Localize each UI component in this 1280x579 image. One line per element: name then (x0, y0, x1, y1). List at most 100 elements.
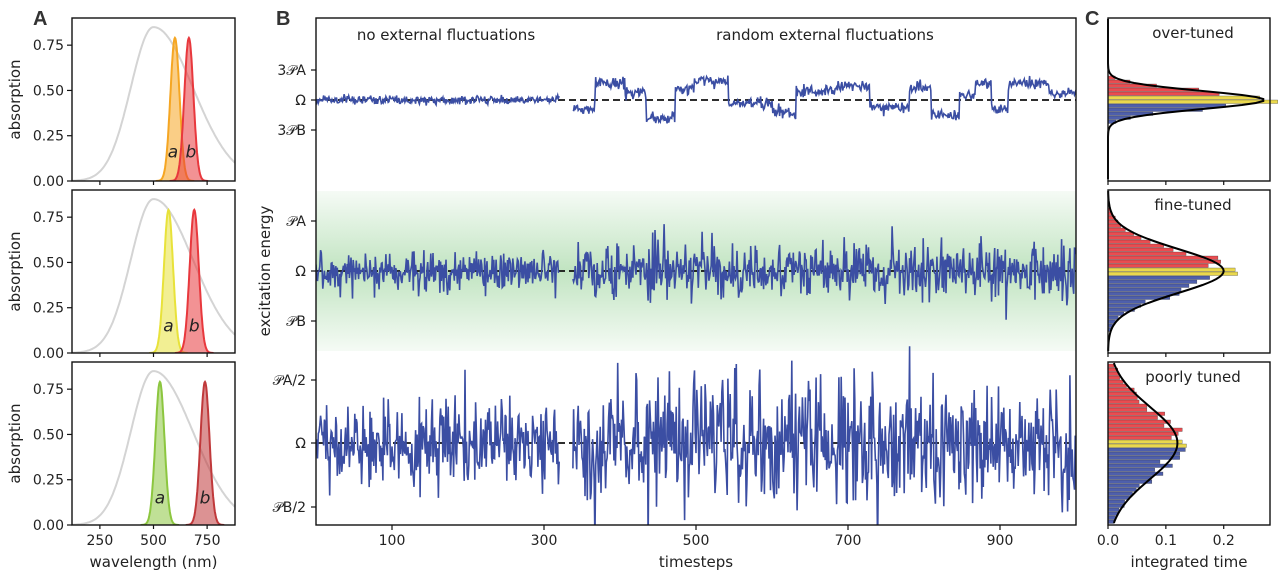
histogram-bar (1107, 103, 1226, 108)
histogram-bar (1107, 395, 1138, 400)
y-tick-label: 0.25 (33, 129, 64, 145)
panel-letter-c: C (1085, 8, 1099, 30)
y-tick-label: 0.75 (33, 382, 64, 398)
histogram-bar (1107, 271, 1238, 276)
histogram-bar (1107, 247, 1174, 252)
absorption-peak-b (174, 209, 214, 353)
x-tick-label: 0.0 (1097, 533, 1119, 549)
y-tick-label: 𝒫B/2 (273, 500, 306, 516)
histogram-bar (1107, 415, 1158, 420)
histogram-bar (1107, 451, 1180, 456)
histogram-bar (1107, 231, 1134, 236)
axes-frame-c-1 (1107, 189, 1271, 354)
absorption-peak-a (149, 209, 188, 353)
histogram-bar (1107, 283, 1190, 288)
y-axis-label: absorption (6, 59, 24, 139)
histogram-bar (1107, 499, 1125, 504)
y-tick-label: 0.75 (33, 38, 64, 54)
peak-label-b: b (189, 316, 200, 336)
peak-label-a: a (168, 142, 178, 162)
absorption-peak-outline-b (169, 35, 209, 181)
histogram-bar (1107, 459, 1161, 464)
histogram-bar (1107, 443, 1187, 448)
histogram-bar (1107, 491, 1133, 496)
x-axis-label: integrated time (1131, 553, 1248, 571)
panel-letter-b: B (276, 8, 290, 30)
histogram-bar (1107, 447, 1186, 452)
histogram-bar (1107, 227, 1126, 232)
y-tick-label: Ω (295, 93, 306, 109)
histogram-bar (1107, 455, 1180, 460)
histogram-bar (1107, 243, 1164, 248)
histogram-bar (1107, 303, 1141, 308)
histogram-bar (1107, 259, 1221, 264)
y-tick-label: 0.25 (33, 301, 64, 317)
x-tick-label: 750 (194, 533, 221, 549)
y-tick-label: 0.50 (33, 255, 64, 271)
absorption-peak-a (155, 37, 195, 181)
x-tick-label: 500 (683, 533, 710, 549)
histogram-bar (1107, 439, 1183, 444)
histogram-bar (1107, 267, 1236, 272)
y-tick-label: 0.25 (33, 473, 64, 489)
fitted-distribution-curve (1112, 362, 1179, 524)
histogram-bar (1107, 95, 1260, 100)
histogram-bar (1107, 423, 1165, 428)
axes-frame-c-2 (1107, 361, 1271, 526)
y-tick-label: 𝒫B (286, 314, 306, 330)
excitation-trace (572, 74, 1076, 125)
fitted-distribution-curve (1107, 191, 1225, 351)
histogram-bar (1107, 363, 1115, 368)
histogram-bar (1107, 275, 1210, 280)
y-tick-label: 𝒫A/2 (273, 373, 306, 389)
y-tick-label: 3𝒫A (277, 63, 306, 79)
y-tick-label: Ω (295, 264, 306, 280)
axes-frame-c-0 (1107, 17, 1271, 182)
histogram-bar (1107, 495, 1130, 500)
histogram-bar (1107, 287, 1182, 292)
histogram-bar (1107, 379, 1124, 384)
x-tick-label: 250 (87, 533, 114, 549)
histogram-bar (1107, 315, 1119, 320)
histogram-bar (1107, 475, 1152, 480)
x-tick-label: 700 (835, 533, 862, 549)
annotation-random-external: random external fluctuations (716, 26, 934, 44)
peak-label-a: a (155, 488, 165, 508)
histogram-bar (1107, 419, 1171, 424)
histogram-bar (1107, 487, 1137, 492)
y-tick-label: 0.50 (33, 83, 64, 99)
peak-label-b: b (185, 142, 196, 162)
y-tick-label: 0.00 (33, 518, 64, 534)
peak-label-a: a (163, 316, 173, 336)
absorption-peak-a (140, 381, 180, 525)
peak-label-b: b (200, 488, 211, 508)
histogram-bar (1107, 383, 1127, 388)
histogram-bar (1107, 291, 1180, 296)
annotation-no-external: no external fluctuations (357, 26, 535, 44)
histogram-bar (1107, 507, 1120, 512)
x-tick-label: 100 (379, 533, 406, 549)
reference-absorption-curve (72, 26, 235, 181)
absorption-peak-b (169, 37, 209, 181)
y-axis-label: excitation energy (256, 205, 274, 336)
excitation-trace (572, 346, 1076, 525)
histogram-bar (1107, 375, 1120, 380)
histogram-bar (1107, 435, 1172, 440)
histogram-bar (1107, 235, 1142, 240)
excitation-trace (316, 92, 560, 108)
histogram-bar (1107, 279, 1198, 284)
subplot-title-fine-tuned: fine-tuned (1154, 196, 1231, 214)
x-tick-label: 300 (531, 533, 558, 549)
histogram-bar (1107, 391, 1137, 396)
absorption-peak-outline-b (185, 380, 225, 525)
excitation-trace (316, 369, 560, 498)
excitation-trace (572, 224, 1076, 320)
histogram-bar (1107, 431, 1179, 436)
y-tick-label: 3𝒫B (277, 123, 306, 139)
histogram-bar (1107, 519, 1115, 524)
subplot-title-over-tuned: over-tuned (1152, 24, 1234, 42)
histogram-bar (1107, 91, 1220, 96)
axes-frame-a-1 (71, 189, 236, 354)
histogram-bar (1107, 251, 1187, 256)
